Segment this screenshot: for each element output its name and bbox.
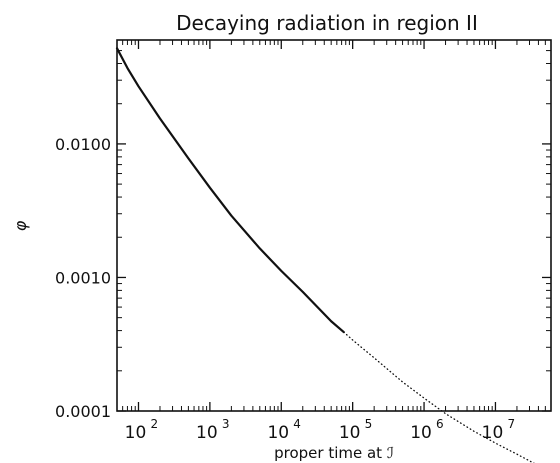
x-tick-label: 10	[196, 423, 218, 443]
x-tick-exponent: 3	[222, 417, 230, 431]
series-line-dotted	[343, 331, 535, 463]
x-axis-label: proper time at ℐ	[274, 444, 394, 462]
y-tick-label: 0.0010	[55, 268, 111, 287]
x-tick-label: 10	[267, 423, 289, 443]
series-layer	[115, 47, 535, 463]
x-tick-label: 10	[125, 423, 147, 443]
x-tick-exponent: 6	[436, 417, 444, 431]
series-line-solid	[115, 47, 345, 334]
x-tick-exponent: 7	[507, 417, 515, 431]
y-axis-ticks: 0.0001 0.0010 0.0100	[55, 50, 551, 421]
x-axis-ticks: 10 2 10 3 10 4 10 5 10 6 10 7	[122, 40, 546, 443]
plot-frame	[116, 39, 552, 412]
y-tick-label: 0.0001	[55, 402, 111, 421]
y-axis-label: φ	[11, 220, 30, 231]
chart-title: Decaying radiation in region II	[176, 11, 478, 35]
x-tick-exponent: 4	[293, 417, 301, 431]
x-tick-label: 10	[482, 423, 504, 443]
y-tick-label: 0.0100	[55, 135, 111, 154]
x-tick-exponent: 2	[150, 417, 158, 431]
x-tick-label: 10	[339, 423, 361, 443]
x-tick-exponent: 5	[365, 417, 373, 431]
x-tick-label: 10	[410, 423, 432, 443]
